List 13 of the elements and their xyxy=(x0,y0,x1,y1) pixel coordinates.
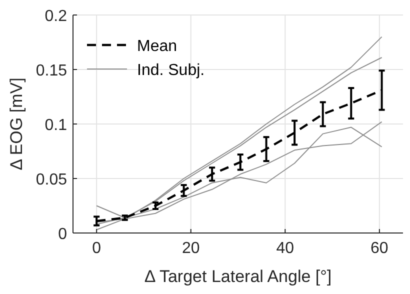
y-tick-label: 0.2 xyxy=(44,8,68,25)
y-tick-label: 0.1 xyxy=(44,117,68,134)
legend-label: Ind. Subj. xyxy=(137,62,205,79)
y-tick-label: 0.15 xyxy=(36,62,68,80)
x-tick-label: 60 xyxy=(370,240,388,257)
y-axis-title: Δ EOG [mV] xyxy=(7,78,26,170)
x-tick-label: 20 xyxy=(182,240,200,257)
y-tick-label: 0 xyxy=(58,226,68,243)
x-axis-title: Δ Target Lateral Angle [°] xyxy=(144,267,332,286)
x-tick-label: 40 xyxy=(276,240,294,257)
x-tick-label: 0 xyxy=(92,240,102,257)
legend-label: Mean xyxy=(137,38,178,55)
y-tick-label: 0.05 xyxy=(36,172,68,188)
